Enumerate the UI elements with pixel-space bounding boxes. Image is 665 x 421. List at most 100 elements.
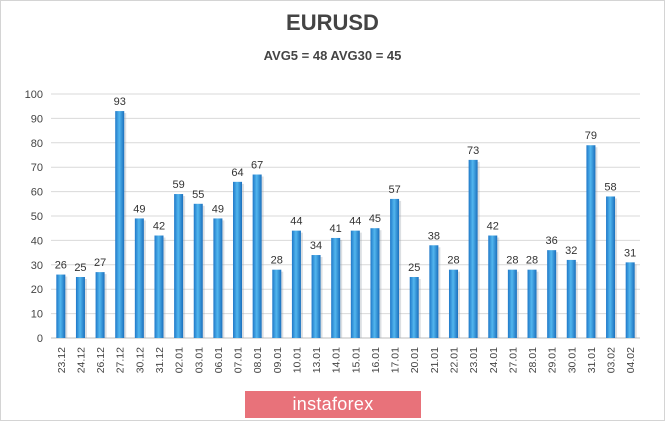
x-tick-label: 24.01 — [488, 347, 500, 373]
data-label: 57 — [388, 184, 400, 196]
data-label: 28 — [271, 255, 283, 267]
data-label: 44 — [349, 216, 361, 228]
data-label: 26 — [55, 260, 67, 272]
gridlines — [51, 93, 640, 339]
y-tick-label: 50 — [31, 211, 43, 223]
y-tick-label: 10 — [31, 309, 43, 321]
data-label: 36 — [546, 235, 558, 247]
bar-22.01 — [448, 269, 458, 338]
x-tick-label: 31.01 — [586, 347, 598, 373]
y-tick-label: 30 — [31, 260, 43, 272]
x-tick-label: 16.01 — [370, 347, 382, 373]
x-tick-label: 08.01 — [252, 347, 264, 373]
bar-20.01 — [409, 277, 419, 338]
x-tick-label: 10.01 — [291, 347, 303, 373]
bar-03.01 — [193, 203, 203, 338]
data-label: 34 — [310, 240, 322, 252]
x-tick-label: 23.01 — [468, 347, 480, 373]
data-label: 67 — [251, 160, 263, 172]
x-tick-label: 14.01 — [331, 347, 343, 373]
x-tick-label: 29.01 — [547, 347, 559, 373]
x-tick-label: 26.12 — [95, 347, 107, 373]
data-label: 42 — [153, 221, 165, 233]
data-label: 41 — [330, 223, 342, 235]
x-tick-label: 31.12 — [154, 347, 166, 373]
y-tick-label: 20 — [31, 284, 43, 296]
y-axis-ticks: 0 10 20 30 40 50 60 70 80 90 100 — [25, 89, 43, 345]
bar-07.01 — [233, 181, 243, 338]
bar-30.12 — [134, 218, 144, 338]
data-label: 25 — [74, 262, 86, 274]
bar-31.12 — [154, 235, 164, 338]
instaforex-watermark: instaforex — [245, 391, 421, 418]
y-tick-label: 40 — [31, 235, 43, 247]
bars — [56, 111, 637, 338]
x-tick-label: 28.01 — [527, 347, 539, 373]
data-labels: 26 25 27 93 49 42 59 55 49 64 67 28 44 34 41 44 45 57 25 38… — [55, 96, 637, 274]
x-tick-label: 03.01 — [193, 347, 205, 373]
bar-03.02 — [606, 196, 616, 338]
x-tick-label: 23.12 — [56, 347, 68, 373]
data-label: 28 — [506, 255, 518, 267]
x-tick-label: 06.01 — [213, 347, 225, 373]
chart-subtitle: AVG5 = 48 AVG30 = 45 — [263, 48, 402, 63]
bar-27.01 — [507, 269, 517, 338]
data-label: 31 — [624, 247, 636, 259]
x-tick-label: 17.01 — [390, 347, 402, 373]
x-tick-label: 20.01 — [409, 347, 421, 373]
bar-24.01 — [488, 235, 498, 338]
x-tick-label: 27.01 — [507, 347, 519, 373]
x-tick-label: 30.01 — [566, 347, 578, 373]
chart-title: EURUSD — [286, 10, 379, 35]
bar-27.12 — [115, 111, 125, 338]
data-label: 44 — [290, 216, 302, 228]
data-label: 55 — [192, 189, 204, 201]
data-label: 79 — [585, 130, 597, 142]
x-tick-label: 07.01 — [233, 347, 245, 373]
data-label: 49 — [212, 203, 224, 215]
bar-06.01 — [213, 218, 223, 338]
x-tick-label: 27.12 — [115, 347, 127, 373]
y-tick-label: 80 — [31, 138, 43, 150]
bar-16.01 — [370, 228, 380, 338]
y-tick-label: 100 — [25, 89, 43, 101]
data-label: 58 — [604, 181, 616, 193]
x-tick-label: 15.01 — [350, 347, 362, 373]
x-tick-label: 24.12 — [75, 347, 87, 373]
x-tick-label: 30.12 — [134, 347, 146, 373]
bar-14.01 — [331, 237, 341, 338]
bar-30.01 — [566, 259, 576, 338]
data-label: 38 — [428, 230, 440, 242]
x-tick-label: 03.02 — [606, 347, 618, 373]
x-tick-label: 21.01 — [429, 347, 441, 373]
bar-09.01 — [272, 269, 282, 338]
data-label: 59 — [172, 179, 184, 191]
bar-08.01 — [252, 174, 262, 338]
bar-04.02 — [625, 262, 635, 338]
data-label: 93 — [114, 96, 126, 108]
data-label: 32 — [565, 245, 577, 257]
y-tick-label: 90 — [31, 113, 43, 125]
data-label: 45 — [369, 213, 381, 225]
bar-13.01 — [311, 255, 321, 338]
data-label: 28 — [447, 255, 459, 267]
y-tick-label: 70 — [31, 162, 43, 174]
data-label: 49 — [133, 203, 145, 215]
x-tick-label: 09.01 — [272, 347, 284, 373]
bar-10.01 — [291, 230, 301, 338]
bar-02.01 — [174, 194, 184, 338]
data-label: 27 — [94, 257, 106, 269]
data-label: 42 — [487, 221, 499, 233]
bar-29.01 — [547, 250, 557, 338]
data-label: 64 — [231, 167, 243, 179]
bar-23.12 — [56, 274, 66, 338]
x-tick-label: 22.01 — [448, 347, 460, 373]
bar-17.01 — [390, 198, 400, 338]
bar-28.01 — [527, 269, 537, 338]
x-tick-label: 02.01 — [174, 347, 186, 373]
bar-31.01 — [586, 145, 596, 338]
bar-24.12 — [75, 277, 85, 338]
data-label: 73 — [467, 145, 479, 157]
